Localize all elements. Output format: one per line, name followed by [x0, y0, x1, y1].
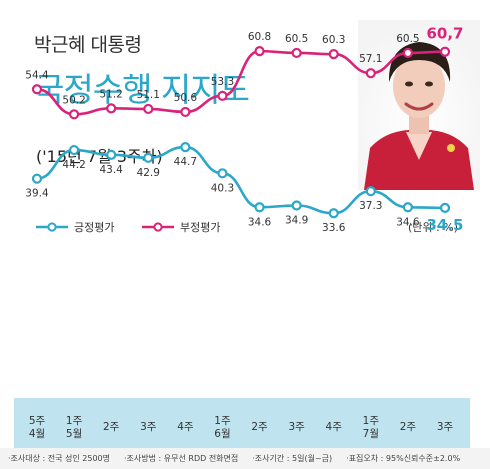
value-label-negative-1: 50.2 [62, 94, 85, 106]
value-label-positive-10: 34.6 [396, 216, 420, 228]
footnote-item-2: ·조사기간 : 5일(월~금) [252, 454, 333, 463]
x-tick-label-0-0: 5주 [29, 415, 46, 427]
x-tick-label-1-0: 1주 [66, 415, 83, 427]
legend-label-positive: 긍정평가 [74, 221, 114, 234]
series-line-negative [36, 49, 446, 116]
point-positive-3 [143, 152, 154, 163]
legend-label-negative: 부정평가 [180, 221, 220, 234]
point-negative-8 [328, 49, 339, 60]
value-label-negative-5: 53.3 [211, 76, 234, 88]
value-label-negative-4: 50.6 [174, 92, 198, 104]
point-negative-4 [180, 106, 191, 118]
point-positive-9 [365, 186, 376, 197]
point-positive-11 [439, 202, 451, 213]
value-label-positive-0: 39.4 [25, 188, 49, 200]
footnote: ·조사대상 : 전국 성인 2500명 ·조사방법 : 유무선 RDD 전화면접 ·… [0, 448, 490, 469]
value-label-negative-6: 60.8 [248, 31, 271, 43]
unit-label: (단위 : %) [408, 221, 458, 234]
point-positive-6 [254, 202, 265, 213]
x-tick-label-9-0: 1주 [363, 415, 380, 427]
point-positive-2 [106, 149, 117, 160]
legend-marker-positive [47, 222, 57, 232]
portrait-image [358, 20, 480, 190]
x-tick-label-1-1: 5월 [66, 428, 82, 440]
x-tick-label-10-0: 2주 [400, 421, 417, 433]
x-tick-label-3-0: 3주 [140, 421, 157, 433]
series-line-positive [36, 145, 446, 215]
value-label-negative-8: 60.3 [322, 34, 345, 46]
point-negative-7 [291, 47, 302, 59]
value-label-negative-9: 57.1 [359, 53, 382, 65]
value-label-positive-6: 34.6 [248, 216, 272, 228]
point-positive-10 [402, 202, 414, 213]
chart: 긍정평가 부정평가 (단위 : %) 54.4 50.2 51.2 51.1 50.6 5… [14, 25, 470, 448]
legend: 긍정평가 부정평가 (단위 : %) [36, 221, 458, 234]
value-label-positive-4: 44.7 [174, 156, 197, 168]
x-tick-label-0-1: 4월 [29, 428, 45, 440]
point-negative-5 [217, 90, 228, 101]
x-tick-label-7-0: 3주 [288, 421, 305, 433]
point-negative-3 [143, 103, 154, 115]
x-tick-label-5-0: 1주 [214, 415, 231, 427]
value-label-negative-11: 60,7 [426, 25, 463, 43]
value-label-positive-7: 34.9 [285, 214, 308, 226]
pretitle: 박근혜 대통령 [34, 34, 142, 56]
x-tick-label-9-1: 7월 [363, 428, 379, 440]
legend-marker-negative [153, 222, 163, 232]
value-label-positive-8: 33.6 [322, 222, 346, 234]
point-negative-10 [402, 47, 414, 59]
x-tick-label-8-0: 4주 [326, 421, 343, 433]
value-label-positive-1: 44.2 [62, 159, 85, 171]
value-label-positive-3: 42.9 [137, 167, 160, 179]
point-negative-11 [439, 46, 451, 57]
point-negative-9 [365, 68, 376, 79]
value-label-positive-11: 34.5 [426, 216, 463, 234]
point-negative-0 [31, 84, 43, 95]
value-label-negative-3: 51.1 [137, 89, 160, 101]
title-block: 박근혜 대통령 국정수행 지지도 [34, 30, 250, 111]
x-tick-label-4-0: 4주 [177, 421, 194, 433]
x-tick-label-6-0: 2주 [251, 421, 268, 433]
point-positive-0 [31, 173, 43, 184]
value-label-negative-7: 60.5 [285, 33, 308, 45]
point-positive-1 [68, 144, 80, 156]
point-negative-1 [68, 109, 80, 120]
footnote-item-3: ·표집오차 : 95%신뢰수준±2.0% [346, 454, 461, 463]
x-tick-label-11-0: 3주 [437, 421, 454, 433]
value-label-negative-2: 51.2 [99, 88, 122, 100]
value-label-positive-5: 40.3 [211, 182, 234, 194]
value-label-positive-2: 43.4 [99, 164, 123, 176]
point-positive-7 [291, 200, 302, 211]
x-tick-label-5-1: 6월 [214, 428, 230, 440]
value-label-negative-10: 60.5 [396, 33, 419, 45]
point-negative-2 [106, 103, 117, 114]
x-tick-label-2-0: 2주 [103, 421, 120, 433]
page-title: 국정수행 지지도 [34, 70, 250, 109]
footnote-item-0: ·조사대상 : 전국 성인 2500명 [8, 454, 111, 463]
point-positive-5 [217, 168, 228, 179]
point-positive-8 [328, 208, 339, 219]
point-negative-6 [254, 46, 265, 57]
footnote-item-1: ·조사방법 : 유무선 RDD 전화면접 [124, 454, 239, 463]
point-positive-4 [180, 141, 191, 153]
x-axis-band [14, 398, 470, 448]
value-label-positive-9: 37.3 [359, 200, 382, 212]
value-label-negative-0: 54.4 [25, 69, 49, 81]
